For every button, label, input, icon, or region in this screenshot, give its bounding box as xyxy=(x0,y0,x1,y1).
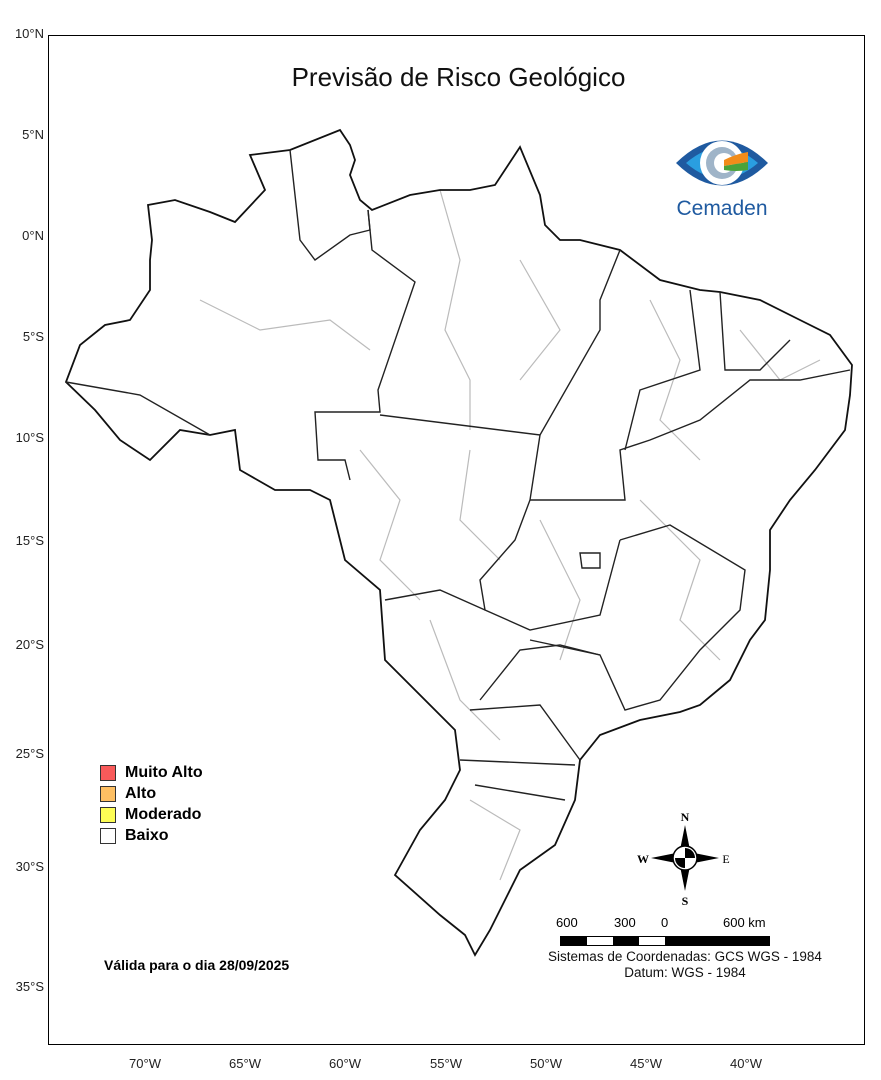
scale-label: 300 xyxy=(614,915,636,930)
compass-e: E xyxy=(722,852,729,866)
lon-label: 45°W xyxy=(630,1056,662,1071)
legend-item-alto: Alto xyxy=(100,783,203,804)
lat-label: 30°S xyxy=(15,859,44,874)
lon-label: 70°W xyxy=(129,1056,161,1071)
lat-label: 5°N xyxy=(22,127,44,142)
map-frame xyxy=(48,35,865,1045)
legend-item-muito-alto: Muito Alto xyxy=(100,762,203,783)
legend-swatch xyxy=(100,806,116,823)
lon-label: 55°W xyxy=(430,1056,462,1071)
map-title: Previsão de Risco Geológico xyxy=(291,62,626,92)
lat-label: 0°N xyxy=(22,228,44,243)
logo-text: Cemaden xyxy=(676,197,768,220)
lon-label: 65°W xyxy=(229,1056,261,1071)
legend-swatch xyxy=(100,764,116,781)
eye-logo-icon xyxy=(676,140,768,186)
scale-bar xyxy=(560,936,770,946)
lat-label: 15°S xyxy=(15,533,44,548)
compass-n: N xyxy=(681,810,690,824)
legend-label: Alto xyxy=(125,784,157,802)
coordinate-info: Sistemas de Coordenadas: GCS WGS - 1984 … xyxy=(520,949,850,981)
legend-swatch xyxy=(100,785,116,802)
scale-label: 0 xyxy=(661,915,669,930)
lon-label: 60°W xyxy=(329,1056,361,1071)
compass-w: W xyxy=(637,852,649,866)
valid-date: Válida para o dia 28/09/2025 xyxy=(104,957,290,973)
lon-label: 50°W xyxy=(530,1056,562,1071)
state-borders xyxy=(65,149,851,801)
lat-label: 10°S xyxy=(15,430,44,445)
lat-label: 5°S xyxy=(22,329,44,344)
lon-label: 40°W xyxy=(730,1056,762,1071)
scale-label: 600 xyxy=(556,915,578,930)
legend-item-baixo: Baixo xyxy=(100,825,203,846)
legend-item-moderado: Moderado xyxy=(100,804,203,825)
municipal-borders xyxy=(199,189,821,881)
legend-label: Moderado xyxy=(125,805,202,823)
lat-label: 20°S xyxy=(15,637,44,652)
coordinate-system: Sistemas de Coordenadas: GCS WGS - 1984 xyxy=(548,949,822,964)
legend-swatch xyxy=(100,827,116,844)
legend-label: Muito Alto xyxy=(125,763,203,781)
compass-s: S xyxy=(682,894,689,908)
lat-label: 25°S xyxy=(15,746,44,761)
lat-label: 35°S xyxy=(15,979,44,994)
brazil-outline xyxy=(64,128,853,957)
datum: Datum: WGS - 1984 xyxy=(624,965,746,980)
legend-label: Baixo xyxy=(125,826,169,844)
cemaden-logo: Cemaden xyxy=(664,132,780,221)
legend: Muito Alto Alto Moderado Baixo xyxy=(100,762,203,846)
scale-label: 600 km xyxy=(723,915,766,930)
compass-rose-icon: N S W E xyxy=(637,810,730,908)
lat-label: 10°N xyxy=(14,26,44,41)
